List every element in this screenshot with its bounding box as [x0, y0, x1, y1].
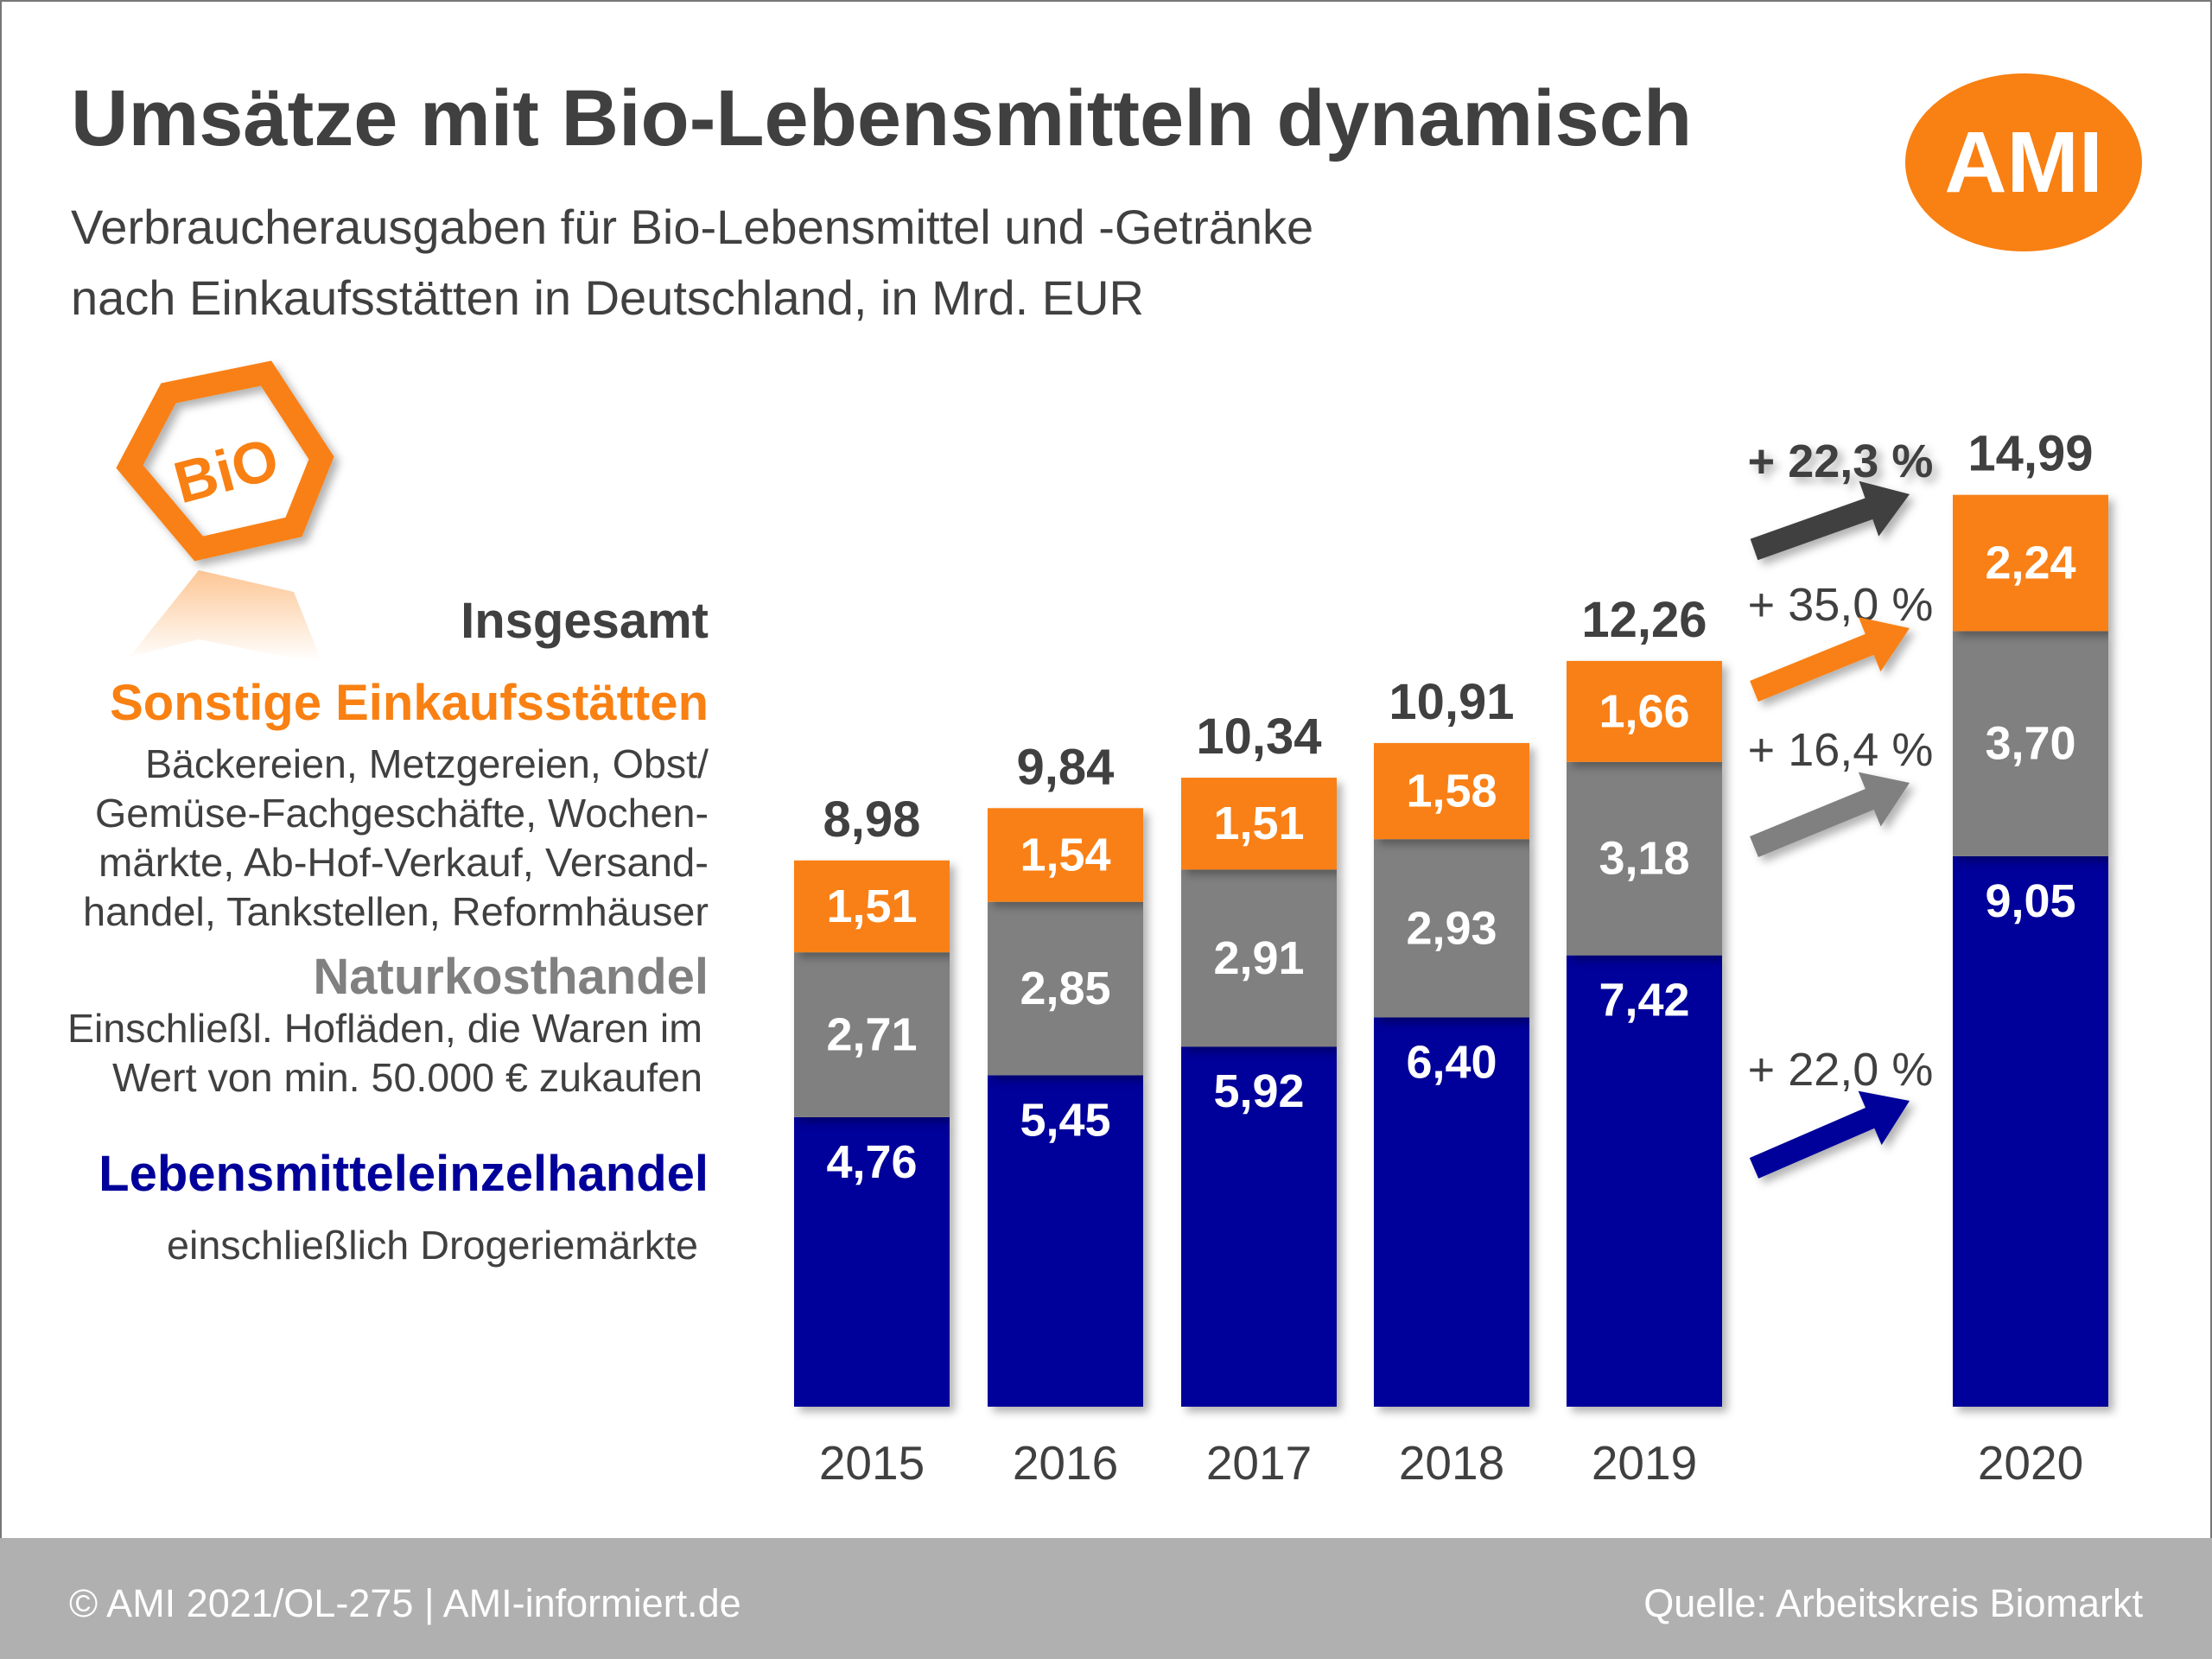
bar-segment-2015-2: [794, 860, 950, 953]
year-label-2019: 2019: [1592, 1436, 1697, 1490]
bar-segment-2018-2: [1374, 742, 1529, 840]
bar-segment-2016-0: [988, 1075, 1143, 1407]
total-label-2017: 10,34: [1196, 709, 1321, 765]
change-label-0: + 22,3 %: [1748, 435, 1934, 487]
subtitle-line-2: nach Einkaufsstätten in Deutschland, in …: [71, 270, 1144, 325]
year-label-2018: 2018: [1399, 1436, 1504, 1490]
data-label-2016-2: 1,54: [1020, 829, 1110, 880]
total-label-2016: 9,84: [1017, 739, 1115, 795]
change-label-1: + 35,0 %: [1748, 579, 1934, 631]
bar-segment-2015-0: [794, 1116, 950, 1407]
year-label-2015: 2015: [819, 1436, 925, 1490]
footer-band: [0, 1538, 2212, 1659]
bar-segment-2017-0: [1181, 1046, 1337, 1407]
bar-segment-2017-2: [1181, 778, 1337, 870]
data-label-2015-2: 1,51: [826, 880, 917, 932]
total-label-2015: 8,98: [823, 791, 921, 848]
ami-logo: AMI: [1905, 73, 2142, 251]
legend-retail: Lebensmitteleinzelhandel: [99, 1146, 709, 1202]
bar-segment-2016-2: [988, 808, 1143, 902]
legend-other-desc-4: handel, Tankstellen, Reformhäuser: [83, 889, 709, 934]
arrow-icon-0: [1750, 480, 1910, 561]
chart-title: Umsätze mit Bio-Lebensmitteln dynamisch: [71, 74, 1692, 162]
ami-logo-text: AMI: [1944, 114, 2102, 211]
bar-segment-2019-0: [1567, 955, 1722, 1407]
legend-natural: Naturkosthandel: [313, 949, 709, 1005]
data-label-2017-0: 5,92: [1213, 1065, 1304, 1117]
legend-total: Insgesamt: [461, 593, 709, 649]
data-label-2018-0: 6,40: [1406, 1036, 1497, 1088]
legend-other-desc-1: Bäckereien, Metzgereien, Obst/: [145, 741, 709, 786]
data-label-2020-2: 2,24: [1985, 537, 2075, 589]
total-label-2018: 10,91: [1389, 674, 1514, 730]
footer-copyright: © AMI 2021/OL-275 | AMI-informiert.de: [69, 1581, 741, 1625]
legend-other-desc-2: Gemüse-Fachgeschäfte, Wochen-: [95, 791, 709, 836]
bar-segment-2015-1: [794, 952, 950, 1117]
bar-segment-2016-1: [988, 901, 1143, 1076]
bar-segment-2017-1: [1181, 869, 1337, 1047]
data-label-2017-2: 1,51: [1213, 798, 1304, 849]
data-label-2015-1: 2,71: [826, 1009, 917, 1061]
legend-other-desc-3: märkte, Ab-Hof-Verkauf, Versand-: [99, 840, 709, 885]
data-label-2018-1: 2,93: [1406, 902, 1497, 954]
bar-segment-2018-0: [1374, 1017, 1529, 1407]
total-label-2019: 12,26: [1581, 592, 1707, 648]
bio-logo-reflection: [130, 570, 321, 661]
data-label-2015-0: 4,76: [826, 1136, 917, 1188]
bar-segment-2020-1: [1953, 631, 2108, 856]
legend-natural-desc-2: Wert von min. 50.000 € zukaufen: [112, 1055, 702, 1100]
arrow-icon-3: [1749, 1090, 1910, 1179]
total-label-2020: 14,99: [1967, 426, 2093, 482]
data-label-2020-0: 9,05: [1985, 875, 2075, 927]
change-arrows: + 22,3 % + 35,0 % + 16,4 % + 22,0 %: [1748, 435, 1934, 1179]
change-label-2: + 16,4 %: [1748, 724, 1934, 776]
data-label-2019-0: 7,42: [1599, 975, 1689, 1027]
legend-retail-desc-1: einschließlich Drogeriemärkte: [167, 1223, 698, 1268]
arrow-icon-1: [1750, 617, 1910, 702]
data-label-2017-1: 2,91: [1213, 932, 1304, 984]
data-label-2018-2: 1,58: [1406, 766, 1497, 817]
bar-chart: 4,76 2,71 1,51 8,98 2015 5,45 2,85 1,54 9,84 2016…: [794, 426, 2108, 1490]
legend-natural-desc-1: Einschließl. Hofläden, die Waren im: [67, 1006, 702, 1051]
data-label-2016-1: 2,85: [1020, 963, 1110, 1014]
bar-segment-2018-1: [1374, 839, 1529, 1018]
bar-segment-2020-0: [1953, 855, 2108, 1407]
bar-segment-2019-1: [1567, 761, 1722, 956]
data-label-2020-1: 3,70: [1985, 718, 2075, 770]
subtitle-line-1: Verbraucherausgaben für Bio-Lebensmittel…: [71, 200, 1313, 254]
year-label-2016: 2016: [1013, 1436, 1118, 1490]
year-label-2017: 2017: [1206, 1436, 1312, 1490]
bar-segment-2020-2: [1953, 494, 2108, 632]
legend: Insgesamt Sonstige Einkaufsstätten Bäcke…: [67, 593, 709, 1268]
year-label-2020: 2020: [1978, 1436, 2083, 1490]
data-label-2019-1: 3,18: [1599, 833, 1689, 885]
arrow-icon-2: [1750, 772, 1910, 858]
footer-source: Quelle: Arbeitskreis Biomarkt: [1643, 1581, 2143, 1625]
data-label-2016-0: 5,45: [1020, 1094, 1110, 1146]
change-label-3: + 22,0 %: [1748, 1044, 1934, 1096]
data-label-2019-2: 1,66: [1599, 685, 1689, 737]
legend-other: Sonstige Einkaufsstätten: [110, 675, 709, 731]
bar-segment-2019-2: [1567, 660, 1722, 762]
